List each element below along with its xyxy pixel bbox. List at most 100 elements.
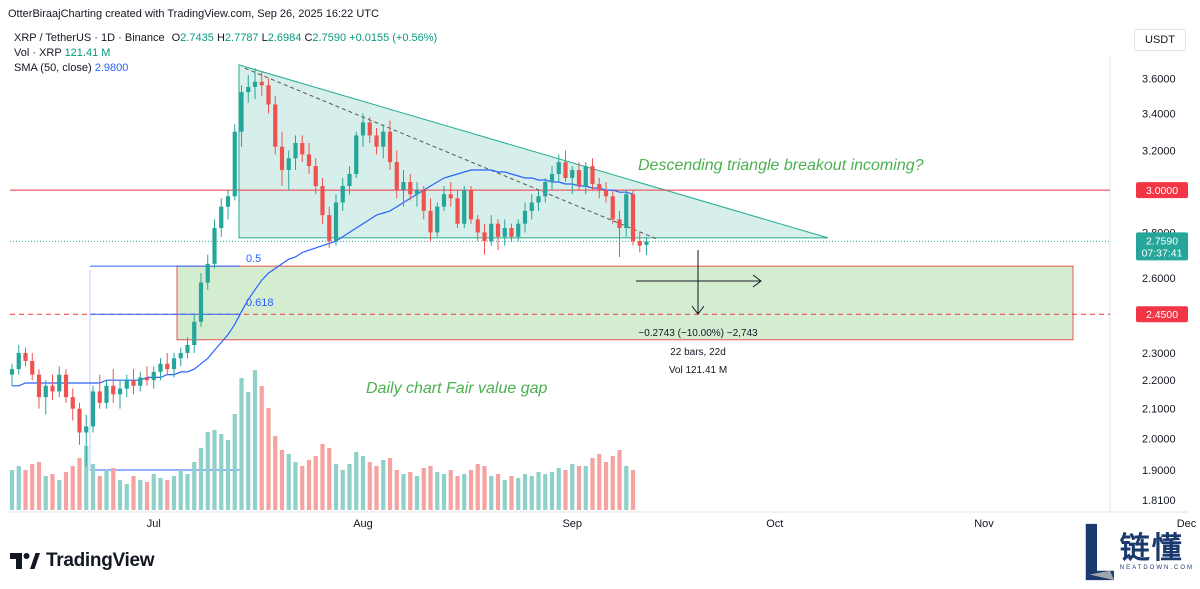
candle-body — [313, 166, 318, 187]
candle-body — [536, 196, 541, 203]
price-tick-label: 2.0000 — [1142, 434, 1176, 446]
symbol-title[interactable]: XRP / TetherUS · 1D · Binance — [14, 32, 165, 44]
sma-label[interactable]: SMA (50, close) — [14, 62, 92, 74]
last-price-badge-bg — [1136, 232, 1188, 261]
level-badge-2-45-bg — [1136, 306, 1188, 323]
candle-body — [576, 170, 582, 187]
volume-bar — [293, 462, 298, 510]
volume-bar — [509, 476, 514, 510]
volume-bar — [266, 408, 271, 510]
volume-bar — [279, 450, 285, 510]
tradingview-logo[interactable]: TradingView — [10, 550, 155, 572]
volume-bar — [259, 386, 264, 510]
candle-body — [333, 202, 339, 242]
candle-body — [124, 380, 129, 389]
candle-body — [273, 104, 278, 147]
descending-triangle — [238, 64, 829, 239]
volume-bar — [192, 462, 197, 510]
triangle-annotation: Descending triangle breakout incoming? — [638, 157, 924, 174]
volume-bar — [313, 456, 318, 510]
sma-value: 2.9800 — [94, 62, 129, 74]
neatdown-logo-icon — [1085, 523, 1114, 581]
volume-bar — [610, 456, 615, 510]
price-tick-label: 3.4000 — [1142, 108, 1176, 120]
volume-bar — [522, 474, 528, 510]
candle-body — [367, 122, 372, 136]
candle-body — [448, 194, 453, 199]
volume-bar — [327, 448, 332, 510]
volume-bar — [36, 462, 42, 510]
volume-bar — [374, 466, 379, 510]
candle-body — [381, 131, 386, 147]
tradingview-logo-icon — [10, 553, 40, 569]
volume-bar — [77, 458, 82, 510]
currency-button[interactable]: USDT — [1134, 29, 1186, 51]
volume-bar — [462, 474, 467, 510]
price-tick-label: 3.6000 — [1142, 73, 1176, 85]
price-tick-label: 1.9000 — [1142, 465, 1176, 477]
candle-body — [462, 190, 467, 224]
volume-row: Vol · XRP 121.41 M — [14, 46, 437, 61]
volume-bar — [70, 466, 75, 510]
candle-body — [394, 162, 399, 191]
candle-body — [30, 360, 35, 375]
candle-body — [455, 198, 460, 224]
volume-bar — [232, 414, 237, 510]
candle-body — [293, 142, 298, 159]
volume-bar — [421, 468, 426, 510]
last-price-badge-text: 2.7590 — [1146, 235, 1178, 247]
volume-bar — [212, 430, 217, 510]
candle-body — [320, 186, 325, 216]
candle-body — [468, 190, 474, 220]
ohlc-row: XRP / TetherUS · 1D · Binance O2.7435 H2… — [14, 31, 437, 46]
volume-bar — [576, 466, 582, 510]
volume-bar — [246, 392, 251, 510]
candle-body — [9, 369, 15, 375]
candle-body — [428, 210, 433, 233]
candle-body — [144, 377, 150, 381]
measure-down-arrowhead — [691, 305, 705, 315]
candle-body — [597, 184, 602, 191]
low-value: 2.6984 — [267, 32, 302, 44]
candle-body — [178, 352, 183, 359]
candle-body — [421, 190, 426, 211]
candle-body — [259, 81, 264, 86]
candle-body — [516, 223, 521, 237]
time-tick-label: Aug — [353, 518, 373, 530]
candle-body — [563, 162, 568, 178]
volume-bar — [367, 462, 372, 510]
volume-bar — [320, 444, 325, 510]
volume-bar — [43, 476, 48, 510]
candle-body — [475, 219, 480, 233]
volume-bar — [489, 476, 494, 510]
volume-bar — [394, 470, 399, 510]
volume-bar — [408, 472, 413, 510]
volume-bar — [516, 478, 521, 510]
volume-bar — [583, 466, 588, 510]
volume-bar — [495, 474, 501, 510]
volume-label[interactable]: Vol · XRP — [14, 47, 62, 59]
dashed-trendline — [244, 67, 658, 240]
price-tick-label: 1.8100 — [1142, 495, 1176, 507]
volume-bar — [171, 476, 177, 510]
volume-bar — [23, 470, 28, 510]
volume-bar — [549, 472, 555, 510]
time-tick-label: Nov — [974, 518, 994, 530]
time-tick-label: Oct — [766, 518, 783, 530]
volume-bar — [50, 474, 55, 510]
candle-body — [401, 181, 406, 191]
volume-bar — [401, 474, 406, 510]
close-label: C — [304, 32, 313, 44]
candle-body — [435, 206, 440, 233]
measure-vol-text: Vol 121.41 M — [669, 365, 727, 376]
candle-body — [246, 86, 251, 93]
time-tick-label: Sep — [562, 518, 582, 530]
measure-change-text: −0.2743 (−10.00%) −2,743 — [638, 328, 758, 339]
candle-body — [624, 194, 629, 229]
volume-bar — [57, 480, 62, 510]
candle-body — [97, 391, 102, 403]
candle-body — [138, 377, 143, 386]
volume-bar — [138, 480, 143, 510]
volume-bar — [124, 484, 129, 510]
